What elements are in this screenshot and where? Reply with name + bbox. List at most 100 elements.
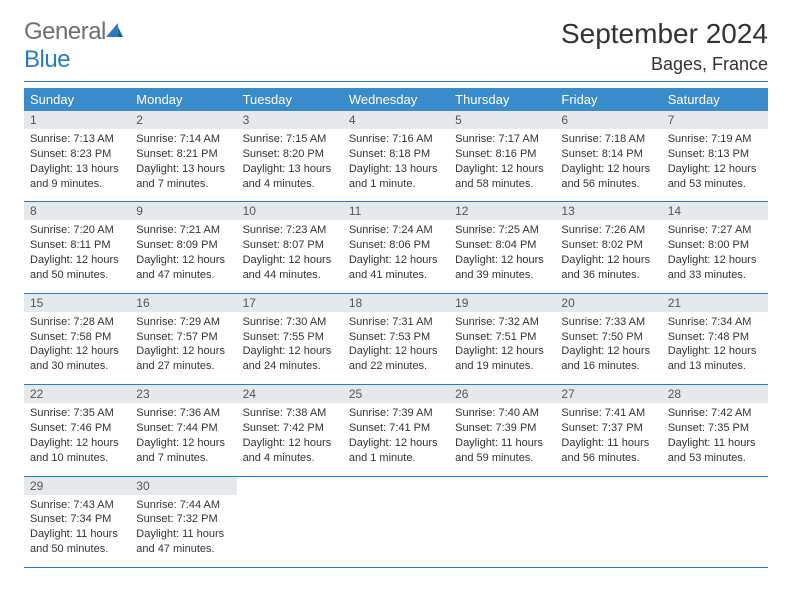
day-number-row: 22232425262728 <box>24 385 768 404</box>
weekday-header-row: SundayMondayTuesdayWednesdayThursdayFrid… <box>24 88 768 111</box>
sunrise-line: Sunrise: 7:41 AM <box>561 406 655 421</box>
weekday-header: Saturday <box>662 88 768 111</box>
day-cell: Sunrise: 7:19 AMSunset: 8:13 PMDaylight:… <box>662 129 768 202</box>
sunrise-line: Sunrise: 7:23 AM <box>243 223 337 238</box>
sunrise-line: Sunrise: 7:40 AM <box>455 406 549 421</box>
sunrise-line: Sunrise: 7:39 AM <box>349 406 443 421</box>
day-number-row: 15161718192021 <box>24 293 768 312</box>
daylight-line: Daylight: 12 hours and 4 minutes. <box>243 436 337 466</box>
sunset-line: Sunset: 7:46 PM <box>30 421 124 436</box>
day-number: 30 <box>130 476 236 495</box>
day-cell: Sunrise: 7:36 AMSunset: 7:44 PMDaylight:… <box>130 403 236 476</box>
day-cell: Sunrise: 7:23 AMSunset: 8:07 PMDaylight:… <box>237 220 343 293</box>
sunset-line: Sunset: 8:16 PM <box>455 147 549 162</box>
day-content-row: Sunrise: 7:28 AMSunset: 7:58 PMDaylight:… <box>24 312 768 385</box>
sunrise-line: Sunrise: 7:31 AM <box>349 315 443 330</box>
brand-logo: GeneralBlue <box>24 18 124 74</box>
day-number: 16 <box>130 293 236 312</box>
sunrise-line: Sunrise: 7:32 AM <box>455 315 549 330</box>
sunrise-line: Sunrise: 7:36 AM <box>136 406 230 421</box>
daylight-line: Daylight: 12 hours and 27 minutes. <box>136 344 230 374</box>
day-number: 17 <box>237 293 343 312</box>
sunset-line: Sunset: 7:57 PM <box>136 330 230 345</box>
day-number: 24 <box>237 385 343 404</box>
day-number-row: 1234567 <box>24 111 768 129</box>
day-cell: Sunrise: 7:42 AMSunset: 7:35 PMDaylight:… <box>662 403 768 476</box>
day-number: 12 <box>449 202 555 221</box>
sunrise-line: Sunrise: 7:33 AM <box>561 315 655 330</box>
brand-word-2: Blue <box>24 46 70 73</box>
daylight-line: Daylight: 13 hours and 7 minutes. <box>136 162 230 192</box>
day-cell: Sunrise: 7:30 AMSunset: 7:55 PMDaylight:… <box>237 312 343 385</box>
day-cell: Sunrise: 7:31 AMSunset: 7:53 PMDaylight:… <box>343 312 449 385</box>
day-cell: Sunrise: 7:39 AMSunset: 7:41 PMDaylight:… <box>343 403 449 476</box>
daylight-line: Daylight: 12 hours and 7 minutes. <box>136 436 230 466</box>
daylight-line: Daylight: 12 hours and 1 minute. <box>349 436 443 466</box>
sunset-line: Sunset: 8:20 PM <box>243 147 337 162</box>
sunset-line: Sunset: 8:00 PM <box>668 238 762 253</box>
day-cell: Sunrise: 7:34 AMSunset: 7:48 PMDaylight:… <box>662 312 768 385</box>
day-cell: Sunrise: 7:16 AMSunset: 8:18 PMDaylight:… <box>343 129 449 202</box>
page-header: GeneralBlue September 2024 Bages, France <box>24 18 768 75</box>
day-number: 10 <box>237 202 343 221</box>
day-cell <box>343 495 449 568</box>
daylight-line: Daylight: 12 hours and 16 minutes. <box>561 344 655 374</box>
sunset-line: Sunset: 7:44 PM <box>136 421 230 436</box>
sunset-line: Sunset: 8:06 PM <box>349 238 443 253</box>
sunrise-line: Sunrise: 7:44 AM <box>136 498 230 513</box>
calendar-page: GeneralBlue September 2024 Bages, France… <box>0 0 792 568</box>
sunrise-line: Sunrise: 7:14 AM <box>136 132 230 147</box>
day-number: 19 <box>449 293 555 312</box>
sunrise-line: Sunrise: 7:25 AM <box>455 223 549 238</box>
daylight-line: Daylight: 12 hours and 56 minutes. <box>561 162 655 192</box>
day-cell: Sunrise: 7:28 AMSunset: 7:58 PMDaylight:… <box>24 312 130 385</box>
daylight-line: Daylight: 11 hours and 50 minutes. <box>30 527 124 557</box>
day-number <box>449 476 555 495</box>
day-cell: Sunrise: 7:15 AMSunset: 8:20 PMDaylight:… <box>237 129 343 202</box>
daylight-line: Daylight: 12 hours and 58 minutes. <box>455 162 549 192</box>
day-number: 20 <box>555 293 661 312</box>
weekday-header: Thursday <box>449 88 555 111</box>
calendar-table: SundayMondayTuesdayWednesdayThursdayFrid… <box>24 88 768 568</box>
day-number: 6 <box>555 111 661 129</box>
day-number: 11 <box>343 202 449 221</box>
daylight-line: Daylight: 12 hours and 30 minutes. <box>30 344 124 374</box>
daylight-line: Daylight: 12 hours and 39 minutes. <box>455 253 549 283</box>
weekday-header: Monday <box>130 88 236 111</box>
sunset-line: Sunset: 8:02 PM <box>561 238 655 253</box>
location-label: Bages, France <box>561 54 768 75</box>
day-cell: Sunrise: 7:40 AMSunset: 7:39 PMDaylight:… <box>449 403 555 476</box>
day-number: 7 <box>662 111 768 129</box>
day-number <box>662 476 768 495</box>
sunset-line: Sunset: 8:07 PM <box>243 238 337 253</box>
sunset-line: Sunset: 7:35 PM <box>668 421 762 436</box>
day-cell: Sunrise: 7:27 AMSunset: 8:00 PMDaylight:… <box>662 220 768 293</box>
day-cell: Sunrise: 7:13 AMSunset: 8:23 PMDaylight:… <box>24 129 130 202</box>
day-number: 1 <box>24 111 130 129</box>
day-number: 26 <box>449 385 555 404</box>
brand-word-1: General <box>24 18 106 45</box>
day-cell <box>555 495 661 568</box>
daylight-line: Daylight: 11 hours and 56 minutes. <box>561 436 655 466</box>
weekday-header: Wednesday <box>343 88 449 111</box>
day-number-row: 891011121314 <box>24 202 768 221</box>
day-cell: Sunrise: 7:14 AMSunset: 8:21 PMDaylight:… <box>130 129 236 202</box>
day-number <box>555 476 661 495</box>
day-number-row: 2930 <box>24 476 768 495</box>
sunset-line: Sunset: 7:51 PM <box>455 330 549 345</box>
day-number: 29 <box>24 476 130 495</box>
day-cell: Sunrise: 7:29 AMSunset: 7:57 PMDaylight:… <box>130 312 236 385</box>
daylight-line: Daylight: 12 hours and 13 minutes. <box>668 344 762 374</box>
sunrise-line: Sunrise: 7:29 AM <box>136 315 230 330</box>
daylight-line: Daylight: 11 hours and 47 minutes. <box>136 527 230 557</box>
sunset-line: Sunset: 7:41 PM <box>349 421 443 436</box>
daylight-line: Daylight: 12 hours and 19 minutes. <box>455 344 549 374</box>
daylight-line: Daylight: 13 hours and 4 minutes. <box>243 162 337 192</box>
day-cell: Sunrise: 7:41 AMSunset: 7:37 PMDaylight:… <box>555 403 661 476</box>
sunset-line: Sunset: 7:58 PM <box>30 330 124 345</box>
day-number: 3 <box>237 111 343 129</box>
sunset-line: Sunset: 7:48 PM <box>668 330 762 345</box>
daylight-line: Daylight: 12 hours and 41 minutes. <box>349 253 443 283</box>
daylight-line: Daylight: 12 hours and 44 minutes. <box>243 253 337 283</box>
sunset-line: Sunset: 8:11 PM <box>30 238 124 253</box>
